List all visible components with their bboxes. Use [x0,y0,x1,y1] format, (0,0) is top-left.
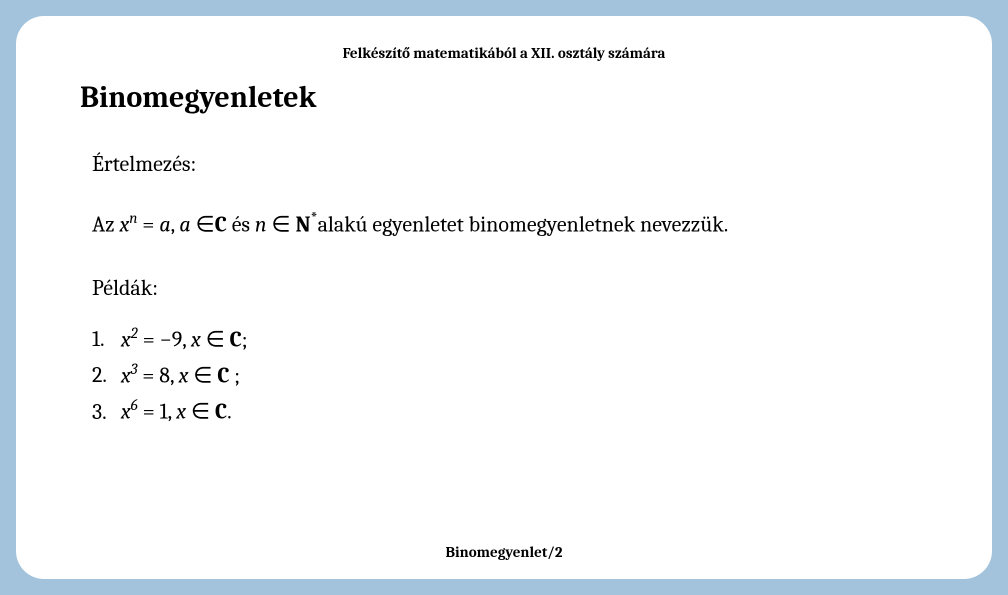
def-setN: N [295,212,310,238]
def-var: x [119,212,129,238]
ex-set: C [230,326,242,352]
def-n: n [255,212,267,238]
ex-set: C [217,362,229,388]
ex-eq: = 1, [138,399,177,425]
def-in1: ∈ [191,212,215,238]
def-eq: = [137,212,159,238]
ex-end: ; [229,362,240,388]
ex-num: 3. [92,397,116,429]
slide: Felkészítő matematikából a XII. osztály … [16,16,992,579]
ex-end: ; [242,326,248,352]
ex-exp: 6 [131,396,138,414]
example-item: 3. x6 = 1, x ∈ C. [92,394,934,428]
ex-exp: 2 [131,324,138,342]
slide-content: Értelmezés: Az xn = a, a ∈C és n ∈ N*ala… [92,147,934,429]
ex-xv: x [176,399,186,425]
ex-num: 1. [92,324,116,356]
ex-num: 2. [92,360,116,392]
def-suffix: alakú egyenletet binomegyenletnek nevezz… [318,212,729,238]
definition-text: Az xn = a, a ∈C és n ∈ N*alakú egyenlete… [92,206,934,243]
ex-in: ∈ [186,399,215,425]
ex-eq: = 8, [137,362,178,388]
ex-var: x [121,326,131,352]
def-star: * [311,209,318,228]
slide-header: Felkészítő matematikából a XII. osztály … [74,44,934,62]
ex-set: C [215,399,227,425]
def-a2: a [179,212,190,238]
def-setC: C [215,212,227,238]
def-a1: a [159,212,170,238]
example-item: 1. x2 = −9, x ∈ C; [92,322,934,356]
example-list: 1. x2 = −9, x ∈ C; 2. x3 = 8, x ∈ C ; 3.… [92,322,934,429]
ex-xv: x [179,362,189,388]
ex-xv: x [191,326,201,352]
definition-label: Értelmezés: [92,147,934,182]
slide-footer: Binomegyenlet/2 [16,543,992,561]
example-item: 2. x3 = 8, x ∈ C ; [92,358,934,392]
def-in2: ∈ [267,212,296,238]
examples-label: Példák: [92,271,934,306]
slide-title: Binomegyenletek [80,80,934,115]
ex-eq: = −9, [138,326,191,352]
ex-end: . [227,399,232,425]
def-and: és [227,212,255,238]
ex-in: ∈ [201,326,230,352]
def-prefix: Az [92,212,119,238]
ex-var: x [121,399,131,425]
ex-var: x [121,362,131,388]
ex-in: ∈ [188,362,217,388]
